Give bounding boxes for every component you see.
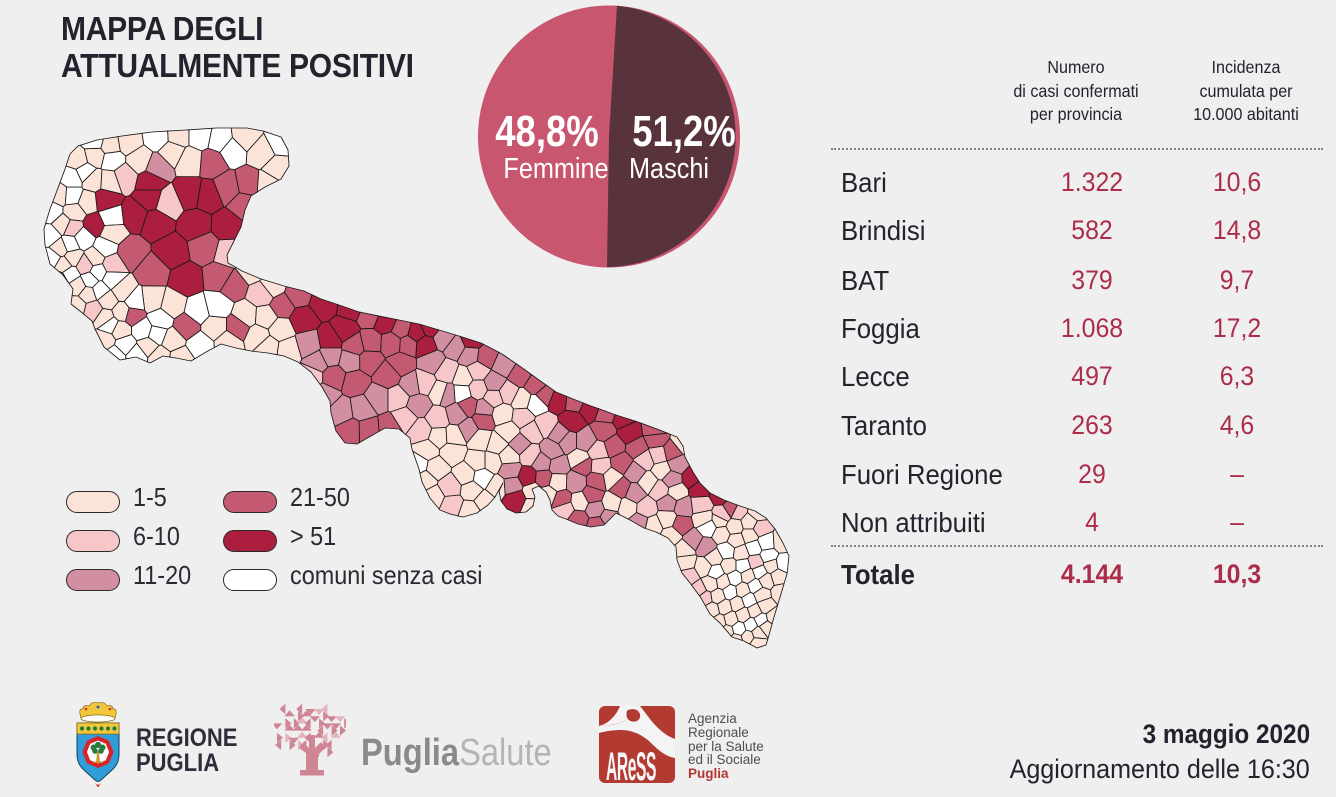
svg-text:AReSS: AReSS [606,746,656,783]
